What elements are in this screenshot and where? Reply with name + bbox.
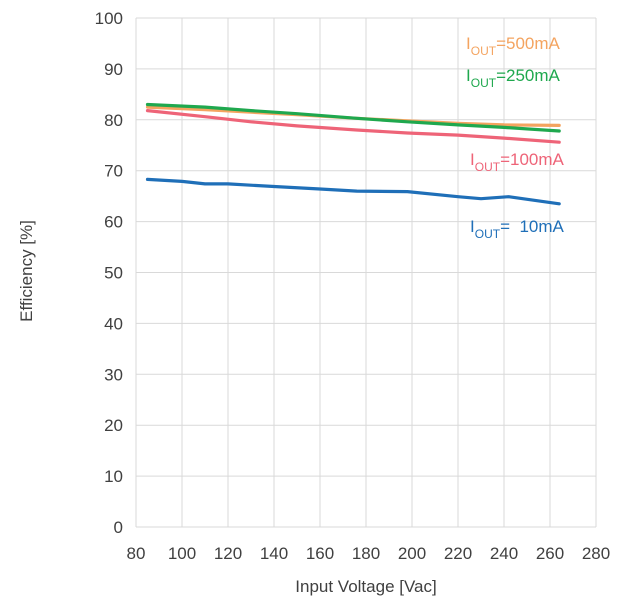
series-label-main: I <box>470 217 475 236</box>
x-tick-label: 220 <box>444 544 472 563</box>
y-tick-label: 30 <box>104 365 123 384</box>
x-tick-label: 240 <box>490 544 518 563</box>
x-tick-label: 140 <box>260 544 288 563</box>
y-tick-label: 100 <box>95 9 123 28</box>
series-label-main: I <box>470 150 475 169</box>
series-label-main: I <box>466 66 471 85</box>
axes-layer: 80 100 120 140 160 180 200 220 240 260 280 0 10 20 30 4… <box>95 9 611 563</box>
x-tick-label: 200 <box>398 544 426 563</box>
series-label-2: IOUT=100mA <box>470 150 565 174</box>
x-tick-label: 100 <box>168 544 196 563</box>
series-label-rest: =500mA <box>496 34 560 53</box>
y-tick-label: 80 <box>104 111 123 130</box>
series-label-sub: OUT <box>471 44 497 58</box>
y-axis-title: Efficiency [%] <box>17 220 36 322</box>
y-tick-label: 20 <box>104 416 123 435</box>
series-line-1 <box>145 102 561 133</box>
series-label-sub: OUT <box>471 76 497 90</box>
series-label-rest: = 10mA <box>500 217 564 236</box>
y-tick-label: 70 <box>104 162 123 181</box>
x-tick-label: 80 <box>127 544 146 563</box>
series-line-3 <box>145 177 561 206</box>
y-tick-label: 10 <box>104 467 123 486</box>
x-tick-label: 260 <box>536 544 564 563</box>
series-label-sub: OUT <box>475 160 501 174</box>
series-label-1: IOUT=250mA <box>466 66 561 90</box>
y-tick-label: 40 <box>104 314 123 333</box>
x-tick-label: 160 <box>306 544 334 563</box>
x-tick-label: 280 <box>582 544 610 563</box>
series-layer <box>145 102 561 206</box>
x-tick-label: 120 <box>214 544 242 563</box>
y-tick-label: 0 <box>114 518 123 537</box>
y-tick-label: 50 <box>104 264 123 283</box>
y-tick-label: 90 <box>104 60 123 79</box>
x-tick-label: 180 <box>352 544 380 563</box>
series-label-0: IOUT=500mA <box>466 34 561 58</box>
series-label-rest: =250mA <box>496 66 560 85</box>
series-label-sub: OUT <box>475 227 501 241</box>
series-label-main: I <box>466 34 471 53</box>
x-axis-title: Input Voltage [Vac] <box>295 577 436 596</box>
y-tick-label: 60 <box>104 213 123 232</box>
series-line-2 <box>145 108 561 144</box>
series-label-rest: =100mA <box>500 150 564 169</box>
series-label-3: IOUT= 10mA <box>470 217 565 241</box>
grid-layer <box>135 17 597 528</box>
